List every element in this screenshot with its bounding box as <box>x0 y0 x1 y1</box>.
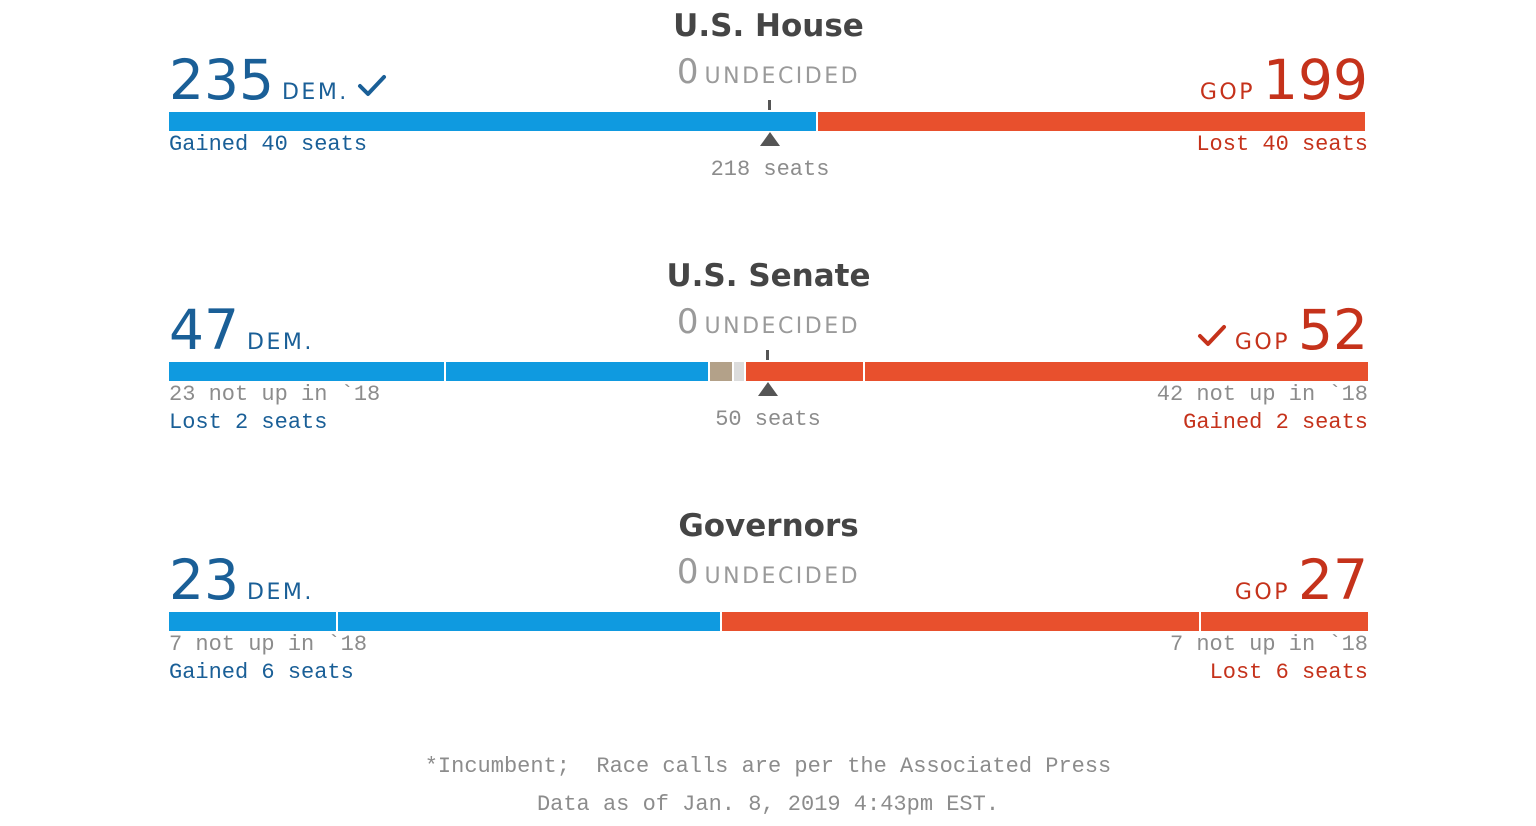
governors-undecided-count: 0 <box>676 552 699 592</box>
house-dem-count: 235 <box>169 48 274 112</box>
not-up-divider <box>335 612 338 631</box>
senate-dem-total: 47 DEM. <box>169 300 322 360</box>
governors-dem-change: Gained 6 seats <box>169 660 354 685</box>
footnote: *Incumbent; Race calls are per the Assoc… <box>0 748 1536 824</box>
governors-dem-total: 23 DEM. <box>169 550 322 610</box>
senate-undecided-count: 0 <box>676 302 699 342</box>
senate-undecided-label: UNDECIDED <box>704 314 861 339</box>
senate-majority-label: 50 seats <box>715 407 821 432</box>
house-gop-count: 199 <box>1263 48 1368 112</box>
house-undecided: 0 UNDECIDED <box>169 52 1368 92</box>
house-dem-total: 235 DEM. <box>169 50 387 110</box>
house-title: U.S. House <box>673 8 864 44</box>
senate-undecided: 0 UNDECIDED <box>169 302 1368 342</box>
bar-segment-independent <box>708 362 733 381</box>
house-majority-marker-icon <box>760 132 780 146</box>
senate-race: U.S. Senate 0 UNDECIDED 47 DEM. GOP 52 50 s… <box>169 254 1368 454</box>
house-race: U.S. House 0 UNDECIDED 235 DEM. GOP 199 218… <box>169 4 1368 204</box>
bar-segment-gop <box>816 112 1366 131</box>
footnote-line-1: *Incumbent; Race calls are per the Assoc… <box>424 754 1112 779</box>
house-gop-change: Lost 40 seats <box>1196 132 1368 157</box>
footnote-line-2: Data as of Jan. 8, 2019 4:43pm EST. <box>536 792 1000 817</box>
bar-gap <box>707 362 710 381</box>
house-undecided-label: UNDECIDED <box>704 64 861 89</box>
bar-segment-undecided <box>732 362 745 381</box>
bar-segment-dem <box>169 612 721 631</box>
bar-gap <box>719 612 722 631</box>
house-gop-label: GOP <box>1199 80 1256 105</box>
bar-segment-gop <box>720 612 1368 631</box>
senate-dem-change: Lost 2 seats <box>169 410 328 435</box>
not-up-divider <box>443 362 446 381</box>
senate-gop-not-up: 42 not up in `18 <box>1156 382 1368 407</box>
house-dem-change: Gained 40 seats <box>169 132 368 157</box>
governors-gop-not-up: 7 not up in `18 <box>1169 632 1368 657</box>
governors-gop-change: Lost 6 seats <box>1209 660 1368 685</box>
senate-dem-count: 47 <box>169 298 239 362</box>
not-up-divider <box>863 362 866 381</box>
governors-dem-label: DEM. <box>247 580 314 605</box>
not-up-divider <box>1199 612 1202 631</box>
governors-gop-total: GOP 27 <box>1227 550 1368 610</box>
senate-dem-not-up: 23 not up in `18 <box>169 382 381 407</box>
governors-gop-label: GOP <box>1234 580 1290 605</box>
governors-gop-count: 27 <box>1298 548 1368 612</box>
house-majority-tick <box>768 100 771 110</box>
governors-title: Governors <box>678 508 859 544</box>
senate-majority-marker-icon <box>758 382 778 396</box>
bar-segment-dem <box>169 362 709 381</box>
senate-dem-label: DEM. <box>247 330 314 355</box>
bar-gap <box>743 362 746 381</box>
senate-gop-label: GOP <box>1234 330 1290 355</box>
house-majority-label: 218 seats <box>710 157 830 182</box>
bar-gap <box>815 112 818 131</box>
bar-gap <box>731 362 734 381</box>
senate-gop-change: Gained 2 seats <box>1183 410 1368 435</box>
bar-segment-dem <box>169 112 817 131</box>
senate-title: U.S. Senate <box>666 258 871 294</box>
senate-seat-bar <box>169 362 1368 381</box>
check-icon <box>357 73 387 103</box>
senate-gop-total: GOP 52 <box>1197 300 1368 360</box>
governors-undecided-label: UNDECIDED <box>704 564 861 589</box>
house-dem-label: DEM. <box>281 80 349 105</box>
bar-segment-gop <box>744 362 1368 381</box>
governors-undecided: 0 UNDECIDED <box>169 552 1368 592</box>
house-gop-total: GOP 199 <box>1192 50 1368 110</box>
check-icon <box>1197 323 1227 353</box>
governors-dem-count: 23 <box>169 548 239 612</box>
house-seat-bar <box>169 112 1368 131</box>
governors-race: Governors 0 UNDECIDED 23 DEM. GOP 27 7 not … <box>169 504 1368 704</box>
senate-gop-count: 52 <box>1298 298 1368 362</box>
governors-dem-not-up: 7 not up in `18 <box>169 632 368 657</box>
house-undecided-count: 0 <box>676 52 699 92</box>
governors-seat-bar <box>169 612 1368 631</box>
senate-majority-tick <box>766 350 769 360</box>
